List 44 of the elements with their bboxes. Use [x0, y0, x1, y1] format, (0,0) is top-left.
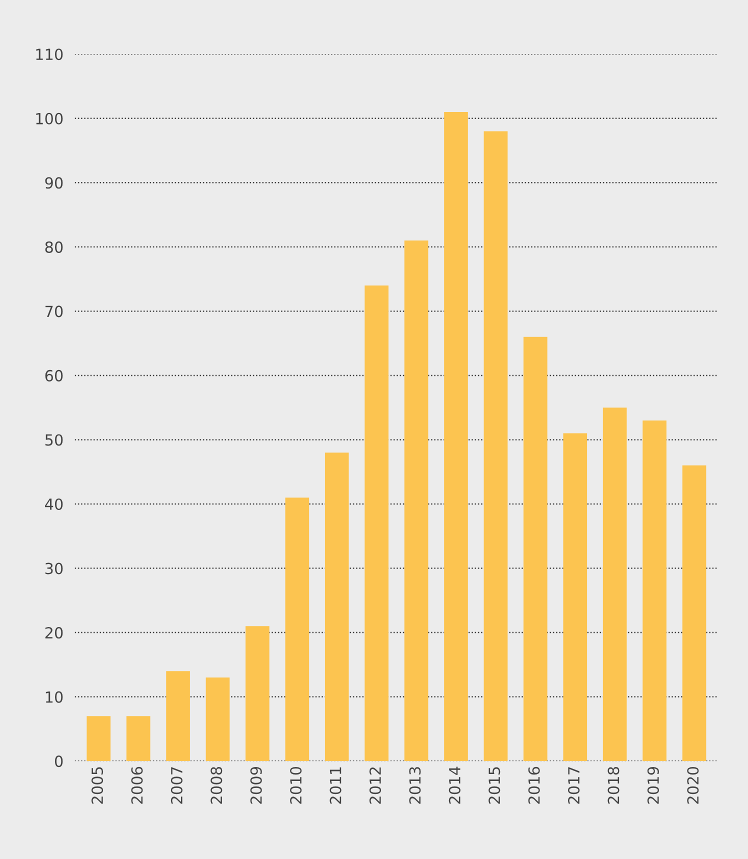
y-tick-label: 30	[45, 562, 63, 574]
x-tick-label: 2015	[488, 767, 500, 804]
x-tick-label: 2010	[290, 766, 302, 804]
x-tick-label: 2017	[568, 767, 580, 804]
bar	[524, 336, 548, 762]
y-tick-label: 70	[46, 306, 63, 318]
bar	[484, 131, 508, 762]
x-tick-label: 2009	[250, 767, 262, 804]
x-tick-label: 2005	[92, 767, 104, 804]
bar	[246, 626, 270, 762]
x-tick-label: 2006	[131, 766, 143, 804]
x-tick-label: 2019	[647, 767, 659, 804]
x-tick-label: 2011	[330, 767, 342, 804]
y-tick-label: 0	[54, 756, 63, 768]
x-tick-label: 2008	[210, 766, 222, 804]
x-tick-label: 2007	[170, 767, 182, 804]
y-tick-label: 110	[36, 48, 63, 60]
bar	[602, 408, 627, 762]
y-tick-label: 20	[45, 627, 63, 639]
x-tick-label: 2012	[369, 767, 382, 804]
bar	[642, 420, 666, 762]
bar	[404, 240, 428, 762]
bar	[563, 433, 588, 762]
y-tick-label: 90	[45, 177, 63, 189]
bar	[206, 678, 230, 762]
x-tick-label: 2018	[608, 766, 620, 804]
bar	[285, 498, 310, 762]
y-tick-label: 50	[45, 434, 63, 446]
y-tick-label: 10	[46, 691, 63, 703]
bar	[166, 671, 190, 762]
y-tick-label: 60	[45, 370, 63, 382]
bar	[444, 112, 468, 762]
bar	[126, 716, 150, 762]
y-tick-label: 80	[45, 241, 63, 253]
x-tick-label: 2014	[448, 766, 460, 804]
bar	[682, 465, 706, 762]
bar	[86, 716, 111, 762]
x-tick-label: 2016	[528, 766, 540, 804]
x-tick-label: 2013	[409, 767, 421, 804]
x-tick-label: 2020	[687, 766, 699, 804]
y-tick-label: 100	[36, 112, 63, 124]
bar	[324, 452, 349, 762]
bar	[364, 285, 388, 762]
y-tick-label: 40	[44, 498, 63, 510]
